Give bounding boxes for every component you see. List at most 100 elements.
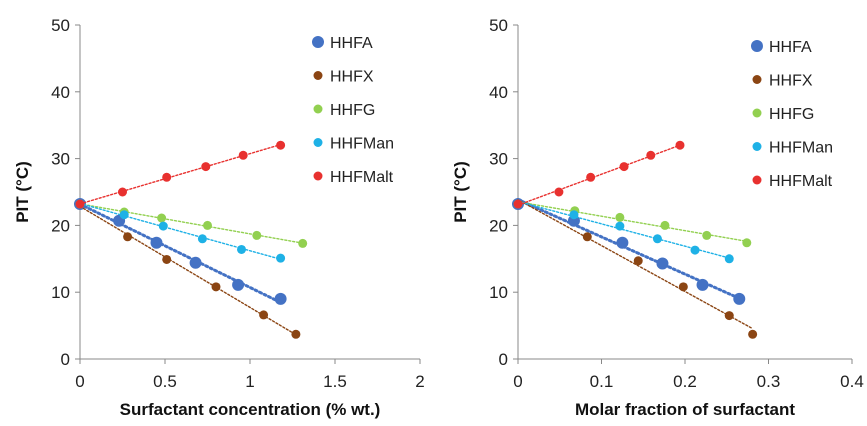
data-point-hhfman xyxy=(119,210,129,220)
y-tick-label: 30 xyxy=(489,150,508,169)
series-hhfa xyxy=(512,198,746,305)
data-point-hhfmalt xyxy=(513,199,523,209)
trendline-hhfmalt xyxy=(79,143,282,205)
series-hhfg xyxy=(513,199,752,248)
x-tick-label: 0.5 xyxy=(153,372,177,391)
x-tick-label: 0 xyxy=(513,372,522,391)
x-axis-title: Molar fraction of surfactant xyxy=(575,400,795,419)
data-point-hhfmalt xyxy=(675,140,685,150)
data-point-hhfx xyxy=(211,282,221,292)
legend-label-hhfman: HHFMan xyxy=(769,140,833,157)
legend-label-hhfx: HHFX xyxy=(330,69,374,86)
series-hhfman xyxy=(513,199,734,264)
y-tick-label: 20 xyxy=(489,216,508,235)
legend-marker-hhfx xyxy=(313,71,323,80)
y-axis-title: PIT (°C) xyxy=(13,161,32,223)
data-point-hhfman xyxy=(690,245,700,255)
data-point-hhfman xyxy=(652,234,662,244)
x-tick-label: 1.5 xyxy=(323,372,347,391)
data-point-hhfmalt xyxy=(276,140,286,150)
legend-label-hhfg: HHFG xyxy=(769,106,814,123)
data-point-hhfa xyxy=(274,292,287,305)
data-point-hhfmalt xyxy=(238,150,248,160)
legend-label-hhfmalt: HHFMalt xyxy=(330,169,394,186)
y-tick-label: 30 xyxy=(51,150,70,169)
data-point-hhfmalt xyxy=(75,199,85,209)
legend-marker-hhfmalt xyxy=(313,171,323,181)
legend-label-hhfman: HHFMan xyxy=(330,136,394,153)
legend-marker-hhfman xyxy=(313,138,323,147)
data-point-hhfg xyxy=(252,230,262,240)
data-point-hhfx xyxy=(259,310,269,320)
x-axis-title: Surfactant concentration (% wt.) xyxy=(120,400,381,419)
data-point-hhfmalt xyxy=(162,172,172,182)
y-tick-label: 20 xyxy=(51,216,70,235)
y-tick-label: 50 xyxy=(489,16,508,35)
data-point-hhfa xyxy=(616,236,629,249)
y-tick-label: 10 xyxy=(489,283,508,302)
trendline-hhfg xyxy=(79,203,304,244)
y-tick-label: 0 xyxy=(61,350,70,369)
data-point-hhfg xyxy=(157,213,167,223)
trendline-hhfg xyxy=(517,201,748,243)
data-point-hhfx xyxy=(748,329,758,339)
y-tick-label: 0 xyxy=(499,350,508,369)
data-point-hhfmalt xyxy=(586,172,596,182)
data-point-hhfg xyxy=(298,238,308,248)
legend-marker-hhfa xyxy=(751,40,763,52)
y-tick-label: 40 xyxy=(489,83,508,102)
x-tick-label: 0.1 xyxy=(590,372,614,391)
legend-label-hhfa: HHFA xyxy=(769,39,812,56)
data-point-hhfa xyxy=(189,256,202,269)
series-hhfmalt xyxy=(513,140,685,209)
data-point-hhfx xyxy=(678,282,688,292)
legend-marker-hhfa xyxy=(312,36,324,48)
data-point-hhfmalt xyxy=(201,162,211,172)
y-tick-label: 50 xyxy=(51,16,70,35)
data-point-hhfa xyxy=(696,278,709,291)
data-point-hhfa xyxy=(150,236,163,249)
x-tick-label: 0.4 xyxy=(840,372,864,391)
trendline-hhfa xyxy=(78,202,283,304)
data-point-hhfa xyxy=(656,257,669,270)
legend-label-hhfa: HHFA xyxy=(330,35,373,52)
data-point-hhfx xyxy=(123,232,133,242)
data-point-hhfman xyxy=(276,253,286,263)
data-point-hhfmalt xyxy=(619,162,629,172)
y-tick-label: 40 xyxy=(51,83,70,102)
series-hhfmalt xyxy=(75,140,286,209)
legend-label-hhfmalt: HHFMalt xyxy=(769,173,833,190)
trendline-hhfman xyxy=(79,202,282,260)
data-point-hhfa xyxy=(733,292,746,305)
data-point-hhfx xyxy=(582,232,592,242)
legend: HHFA HHFX HHFG HHFMan HHFMalt xyxy=(751,39,833,190)
x-tick-label: 0 xyxy=(75,372,84,391)
data-point-hhfx xyxy=(724,311,734,321)
legend-label-hhfx: HHFX xyxy=(769,73,813,90)
data-point-hhfman xyxy=(615,221,625,231)
data-point-hhfx xyxy=(162,254,172,264)
legend-marker-hhfx xyxy=(752,75,762,84)
data-point-hhfg xyxy=(660,220,670,230)
data-point-hhfmalt xyxy=(646,150,656,160)
data-point-hhfx xyxy=(633,256,643,266)
data-point-hhfman xyxy=(197,234,207,244)
legend-label-hhfg: HHFG xyxy=(330,102,375,119)
x-tick-label: 0.3 xyxy=(757,372,781,391)
data-point-hhfa xyxy=(232,278,245,291)
data-point-hhfman xyxy=(158,221,168,231)
legend: HHFA HHFX HHFG HHFMan HHFMalt xyxy=(312,35,394,186)
series-hhfx xyxy=(513,199,758,339)
data-point-hhfman xyxy=(569,210,579,220)
chart-right: 0 10 20 30 40 50 0 0.1 0.2 0.3 0.4 Molar fraction o… xyxy=(451,16,864,419)
data-point-hhfman xyxy=(237,244,246,254)
data-point-hhfx xyxy=(291,329,301,339)
data-point-hhfg xyxy=(742,238,752,248)
trendline-hhfmalt xyxy=(517,144,681,206)
series-hhfx xyxy=(75,199,301,339)
x-tick-label: 0.2 xyxy=(673,372,697,391)
data-point-hhfg xyxy=(615,212,625,222)
legend-marker-hhfmalt xyxy=(752,175,762,185)
data-point-hhfmalt xyxy=(118,187,127,197)
